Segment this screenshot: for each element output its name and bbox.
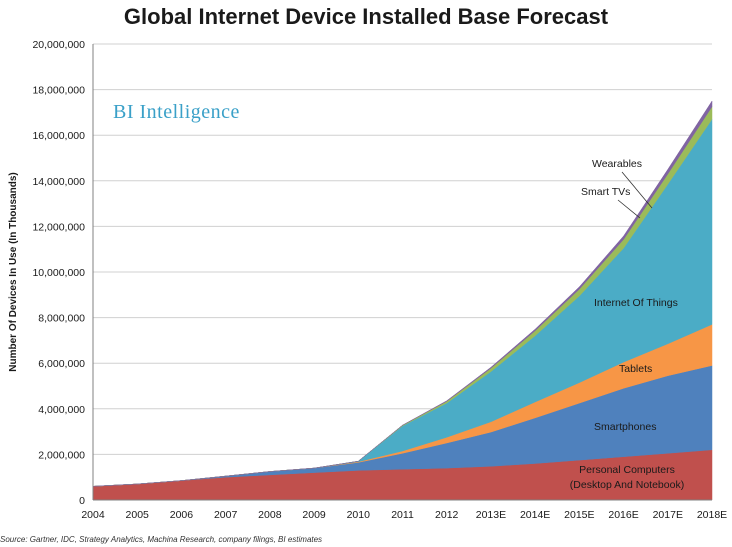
label-wearables: Wearables <box>592 158 642 170</box>
y-tick-label: 20,000,000 <box>32 39 85 51</box>
y-tick-label: 4,000,000 <box>38 404 85 416</box>
y-tick-labels: 0 2,000,000 4,000,000 6,000,000 8,000,000 10,… <box>32 39 85 507</box>
x-tick-label: 2009 <box>302 509 326 521</box>
series-areas <box>92 100 713 501</box>
axes <box>92 44 712 501</box>
chart-title: Global Internet Device Installed Base Fo… <box>123 4 609 29</box>
gridlines <box>93 43 712 455</box>
y-tick-label: 2,000,000 <box>38 449 85 461</box>
label-personal-computers: Personal Computers <box>579 464 675 476</box>
y-tick-label: 14,000,000 <box>32 176 85 188</box>
x-tick-label: 2014E <box>520 509 550 521</box>
y-tick-label: 12,000,000 <box>32 221 85 233</box>
x-tick-label: 2004 <box>81 509 105 521</box>
x-tick-label: 2005 <box>126 509 150 521</box>
y-tick-label: 16,000,000 <box>32 130 85 142</box>
x-tick-label: 2008 <box>258 509 282 521</box>
x-tick-label: 2017E <box>653 509 683 521</box>
x-tick-label: 2016E <box>608 509 638 521</box>
x-tick-label: 2015E <box>564 509 594 521</box>
source-note: Source: Gartner, IDC, Strategy Analytics… <box>0 535 323 544</box>
y-axis-label: Number Of Devices In Use (In Thousands) <box>8 172 19 371</box>
label-smartphones: Smartphones <box>594 421 656 433</box>
label-desktop-notebook: (Desktop And Notebook) <box>570 479 684 491</box>
y-tick-label: 6,000,000 <box>38 358 85 370</box>
x-tick-labels: 2004 2005 2006 2007 2008 2009 2010 2011 2012 2013… <box>81 509 727 521</box>
area-wearables <box>92 100 713 487</box>
y-tick-label: 0 <box>79 495 85 507</box>
x-tick-label: 2012 <box>435 509 459 521</box>
x-tick-label: 2011 <box>391 509 414 521</box>
y-tick-label: 10,000,000 <box>32 267 85 279</box>
label-internet-of-things: Internet Of Things <box>594 297 678 309</box>
y-tick-label: 18,000,000 <box>32 85 85 97</box>
label-smart-tvs: Smart TVs <box>581 186 630 198</box>
leader-smart-tvs <box>617 199 641 219</box>
brand-watermark: BI Intelligence <box>113 101 240 123</box>
x-tick-label: 2006 <box>170 509 194 521</box>
x-tick-label: 2018E <box>697 509 727 521</box>
y-tick-label: 8,000,000 <box>38 313 85 325</box>
x-tick-label: 2007 <box>214 509 238 521</box>
x-tick-label: 2013E <box>476 509 506 521</box>
x-tick-label: 2010 <box>347 509 371 521</box>
leader-wearables <box>621 171 653 209</box>
label-tablets: Tablets <box>619 363 652 375</box>
